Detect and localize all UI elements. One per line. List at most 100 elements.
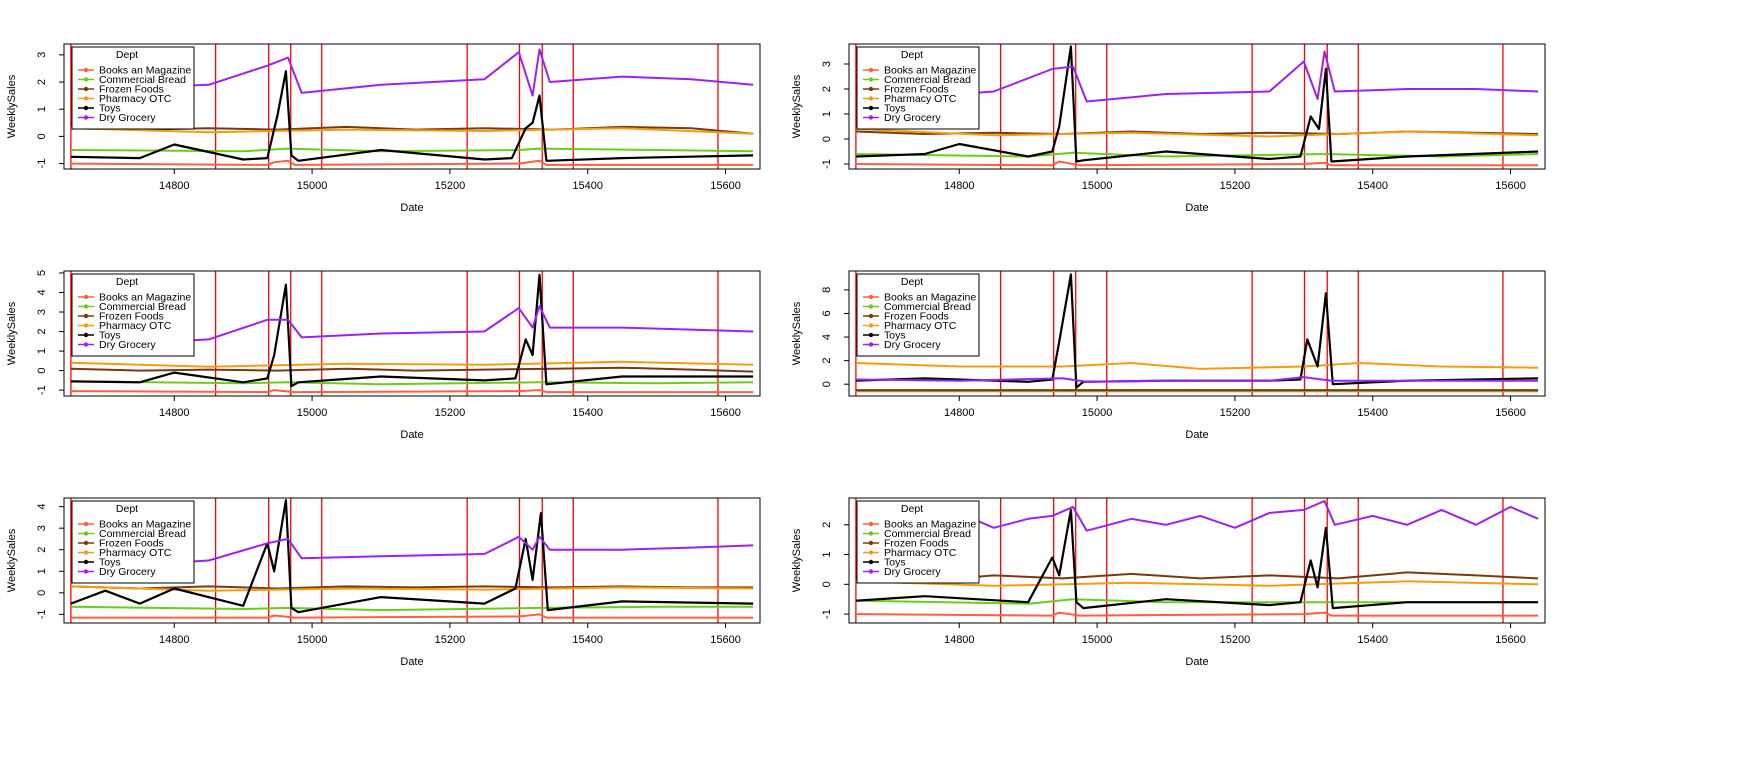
plot-frame xyxy=(848,270,1546,397)
legend-entry-label: Commercial Bread xyxy=(884,528,971,540)
legend-marker xyxy=(868,531,874,536)
series-group xyxy=(70,48,754,166)
y-tick-label: 3 xyxy=(36,309,48,315)
x-tick-label: 15200 xyxy=(1220,180,1251,192)
y-tick-label: -1 xyxy=(36,385,48,395)
line-chart: 14800 15000 15200 15400 15600 -1 0 1 2 3 4 5 Date Wee… xyxy=(6,270,761,441)
x-tick-label: 15400 xyxy=(1357,634,1388,646)
series-line-books-an-magazine xyxy=(70,159,754,166)
y-tick-label: 1 xyxy=(36,568,48,574)
legend-title: Dept xyxy=(116,276,138,288)
x-axis-label: Date xyxy=(400,429,423,441)
series-line-frozen-foods xyxy=(70,366,754,373)
series-line-commercial-bread xyxy=(70,605,754,612)
x-axis-label: Date xyxy=(1185,429,1208,441)
plot-frame xyxy=(63,270,761,397)
x-tick-label: 14800 xyxy=(944,180,975,192)
x-tick-label: 15000 xyxy=(1082,407,1113,419)
y-tick-label: -1 xyxy=(36,159,48,169)
y-tick-label: 2 xyxy=(36,328,48,334)
line-chart: 14800 15000 15200 15400 15600 -1 0 1 2 3 Date Weekl… xyxy=(791,43,1546,214)
legend-entry-label: Pharmacy OTC xyxy=(884,93,957,105)
series-line-pharmacy-otc xyxy=(70,585,754,592)
series-line-toys xyxy=(855,45,1539,163)
plot-frame xyxy=(848,497,1546,624)
legend-marker xyxy=(83,332,89,338)
series-line-books-an-magazine xyxy=(855,611,1539,617)
plot-frame xyxy=(63,43,761,170)
legend-entry-label: Books an Magazine xyxy=(99,519,191,531)
y-tick-label: 0 xyxy=(36,133,48,139)
legend-marker xyxy=(83,342,89,347)
series-line-pharmacy-otc xyxy=(855,128,1539,138)
series-group xyxy=(70,499,754,619)
legend-title: Dept xyxy=(116,503,138,515)
y-tick-label: 0 xyxy=(821,136,833,142)
series-line-toys xyxy=(70,70,754,162)
legend-entry-label: Frozen Foods xyxy=(99,84,164,96)
chart-panel: 14800 15000 15200 15400 15600 -1 0 1 2 3 4 5 Date Wee… xyxy=(0,227,881,482)
legend-entry-label: Frozen Foods xyxy=(884,311,949,323)
y-tick-label: -1 xyxy=(821,159,833,169)
legend-entry-label: Pharmacy OTC xyxy=(99,93,172,105)
x-tick-label: 15400 xyxy=(1357,180,1388,192)
legend-entry-label: Pharmacy OTC xyxy=(99,320,172,332)
legend-entry-label: Toys xyxy=(99,330,121,342)
legend-entry-label: Toys xyxy=(99,557,121,569)
legend-marker xyxy=(83,86,89,92)
x-tick-label: 15200 xyxy=(435,634,466,646)
legend-marker xyxy=(83,105,89,111)
x-tick-label: 15600 xyxy=(710,180,741,192)
y-tick-label: 1 xyxy=(36,348,48,354)
y-tick-label: 2 xyxy=(36,547,48,553)
y-axis-label: WeeklySales xyxy=(791,74,803,138)
y-tick-label: 4 xyxy=(36,504,48,510)
legend-box xyxy=(856,46,980,130)
legend-entry-label: Toys xyxy=(884,557,906,569)
series-line-toys xyxy=(70,273,754,388)
chart-panel: 14800 15000 15200 15400 15600 -1 0 1 2 3 Date Weekl… xyxy=(785,0,1666,255)
legend-entry-label: Commercial Bread xyxy=(99,528,186,540)
legend-marker xyxy=(83,294,89,300)
legend-entry-label: Toys xyxy=(884,330,906,342)
x-tick-label: 15600 xyxy=(1495,634,1526,646)
x-tick-label: 15400 xyxy=(1357,407,1388,419)
legend-marker xyxy=(868,342,874,347)
legend-marker xyxy=(868,559,874,565)
legend-entry-label: Pharmacy OTC xyxy=(884,547,957,559)
y-tick-label: 2 xyxy=(36,79,48,85)
legend-marker xyxy=(83,559,89,565)
y-tick-label: 5 xyxy=(36,270,48,276)
y-tick-label: 2 xyxy=(821,358,833,364)
legend-marker xyxy=(868,304,874,309)
series-line-pharmacy-otc xyxy=(70,127,754,135)
holiday-lines xyxy=(855,271,1504,396)
legend-entry-label: Books an Magazine xyxy=(884,292,976,304)
legend-marker xyxy=(868,540,874,546)
series-group xyxy=(855,273,1539,393)
series-group xyxy=(855,500,1539,617)
legend-entry-label: Books an Magazine xyxy=(884,519,976,531)
series-line-books-an-magazine xyxy=(855,160,1539,167)
legend-marker xyxy=(868,323,874,328)
series-line-toys xyxy=(70,499,754,614)
legend-marker xyxy=(83,540,89,546)
legend-entry-label: Books an Magazine xyxy=(99,65,191,77)
x-tick-label: 15000 xyxy=(297,634,328,646)
chart-panel: 14800 15000 15200 15400 15600 -1 0 1 2 3 4 Date Week… xyxy=(0,454,881,709)
legend-title: Dept xyxy=(901,503,923,515)
x-tick-label: 15000 xyxy=(1082,180,1113,192)
series-line-commercial-bread xyxy=(70,380,754,386)
legend-marker xyxy=(868,115,874,120)
legend-marker xyxy=(83,304,89,309)
legend-box xyxy=(71,273,195,357)
y-tick-label: 0 xyxy=(821,381,833,387)
legend-marker xyxy=(868,86,874,92)
line-chart: 14800 15000 15200 15400 15600 0 2 4 6 8 Date Weekly… xyxy=(791,270,1546,441)
line-chart: 14800 15000 15200 15400 15600 -1 0 1 2 3 4 Date Week… xyxy=(6,497,761,668)
legend-marker xyxy=(868,550,874,555)
x-axis-label: Date xyxy=(400,202,423,214)
